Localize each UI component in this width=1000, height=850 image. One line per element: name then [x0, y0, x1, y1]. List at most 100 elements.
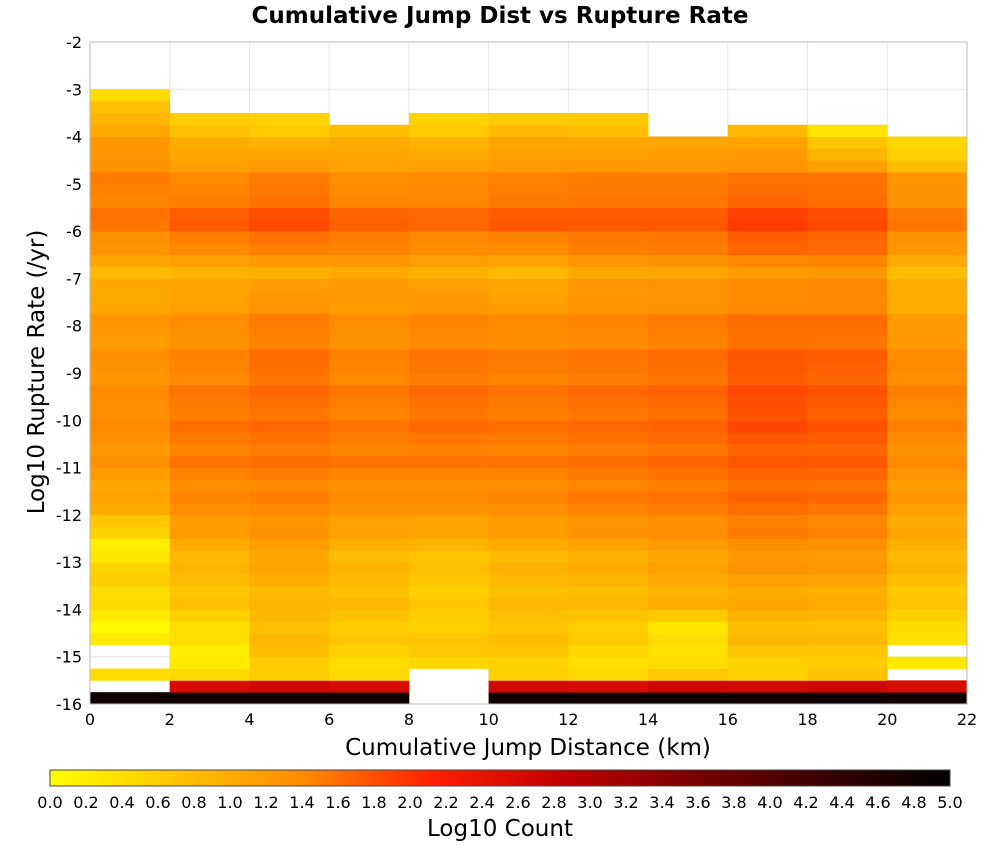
heatmap-cell — [249, 396, 330, 409]
heatmap-cell — [329, 420, 410, 433]
heatmap-cell — [807, 562, 888, 575]
heatmap-cell — [648, 373, 729, 386]
heatmap-cell — [807, 408, 888, 421]
heatmap-cell — [169, 112, 250, 126]
heatmap-cell — [169, 361, 250, 374]
colorbar-tick-label: 5.0 — [937, 793, 962, 812]
heatmap-cell — [408, 621, 490, 634]
heatmap-cell — [169, 325, 250, 338]
heatmap-cell — [329, 562, 410, 575]
heatmap-cell — [249, 219, 330, 232]
heatmap-cell — [90, 609, 171, 622]
heatmap-cell — [488, 302, 569, 315]
heatmap-cell — [90, 195, 171, 208]
heatmap-cell — [329, 231, 410, 244]
heatmap-cell — [408, 384, 490, 398]
heatmap-cell — [488, 420, 569, 433]
heatmap-cell — [90, 242, 171, 256]
heatmap-cell — [488, 136, 569, 149]
heatmap-cell — [408, 550, 490, 563]
heatmap-cell — [648, 538, 729, 551]
heatmap-cell — [329, 207, 410, 220]
heatmap-cell — [887, 503, 968, 516]
colorbar-tick-label: 3.4 — [649, 793, 674, 812]
heatmap-cell — [169, 503, 250, 516]
heatmap-cell — [568, 136, 649, 149]
heatmap-cell — [807, 526, 888, 539]
heatmap-cell — [887, 337, 968, 350]
heatmap-cell — [648, 633, 729, 646]
heatmap-cell — [568, 408, 649, 421]
heatmap-cell — [249, 455, 330, 468]
heatmap-cell — [329, 538, 410, 551]
heatmap-cell — [568, 443, 649, 457]
heatmap-cell — [169, 231, 250, 244]
x-tick-label: 16 — [718, 710, 738, 729]
heatmap-cell — [488, 278, 569, 291]
y-tick-label: -3 — [66, 80, 82, 99]
heatmap-cell — [488, 361, 569, 374]
heatmap-cell — [329, 183, 410, 197]
heatmap-cell — [408, 148, 490, 161]
heatmap-cell — [648, 172, 729, 185]
heatmap-cell — [90, 136, 171, 149]
heatmap-cell — [329, 219, 410, 232]
heatmap-cell — [249, 585, 330, 599]
heatmap-cell — [90, 573, 171, 587]
heatmap-cell — [329, 597, 410, 610]
heatmap-cell — [169, 538, 250, 551]
heatmap-cell — [488, 195, 569, 208]
x-tick-label: 20 — [877, 710, 897, 729]
heatmap-cell — [648, 361, 729, 374]
heatmap-cell — [648, 231, 729, 244]
heatmap-cell — [568, 384, 649, 398]
colorbar-tick-label: 3.2 — [613, 793, 638, 812]
heatmap-cell — [887, 562, 968, 575]
heatmap-cell — [488, 408, 569, 421]
heatmap-cell — [329, 148, 410, 161]
x-tick-label: 8 — [404, 710, 414, 729]
colorbar-tick-label: 4.8 — [901, 793, 926, 812]
heatmap-cell — [727, 597, 808, 610]
heatmap-cell — [568, 396, 649, 409]
heatmap-cell — [169, 621, 250, 634]
heatmap-cell — [249, 373, 330, 386]
heatmap-cell — [90, 254, 171, 268]
heatmap-cell — [727, 503, 808, 516]
heatmap-cell — [329, 136, 410, 149]
heatmap-cell — [648, 408, 729, 421]
heatmap-cell — [329, 254, 410, 268]
heatmap-cell — [329, 313, 410, 327]
heatmap-cell — [727, 361, 808, 374]
heatmap-cell — [727, 644, 808, 658]
heatmap-cell — [329, 550, 410, 563]
heatmap-cell — [488, 254, 569, 268]
heatmap-cell — [488, 384, 569, 398]
heatmap-cell — [727, 242, 808, 256]
heatmap-cell — [169, 585, 250, 599]
heatmap-cell — [807, 396, 888, 409]
heatmap-cell — [90, 420, 171, 433]
heatmap-cell — [648, 396, 729, 409]
heatmap-cell — [887, 633, 968, 646]
heatmap-cell — [249, 538, 330, 551]
colorbar-tick-label: 1.8 — [361, 793, 386, 812]
heatmap-cell — [169, 219, 250, 232]
heatmap-cell — [408, 597, 490, 610]
heatmap-cell — [408, 491, 490, 504]
heatmap-cell — [568, 313, 649, 327]
heatmap-cell — [169, 692, 250, 705]
heatmap-cell — [568, 491, 649, 504]
heatmap-cell — [727, 538, 808, 551]
heatmap-cell — [329, 384, 410, 398]
heatmap-cell — [408, 538, 490, 551]
heatmap-cell — [807, 585, 888, 599]
heatmap-cell — [887, 420, 968, 433]
heatmap-cell — [249, 195, 330, 208]
heatmap-cell — [408, 467, 490, 480]
heatmap-cell — [169, 373, 250, 386]
heatmap-cell — [329, 242, 410, 256]
heatmap-cell — [727, 160, 808, 173]
heatmap-cell — [488, 538, 569, 551]
heatmap-cell — [568, 337, 649, 350]
